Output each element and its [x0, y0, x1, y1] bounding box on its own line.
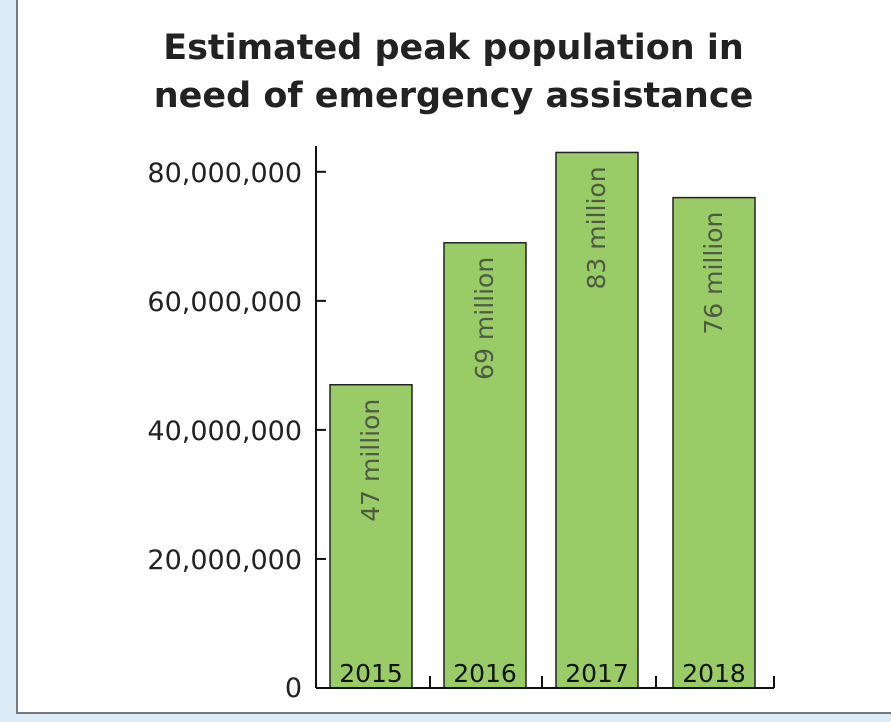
bar-data-label: 69 million	[470, 257, 499, 380]
y-tick-label: 40,000,000	[147, 416, 302, 447]
bar-2018	[672, 196, 756, 689]
bar-2016	[443, 242, 527, 689]
bar-data-label: 83 million	[582, 166, 611, 289]
y-tick-label: 20,000,000	[147, 545, 302, 576]
bar-data-label: 76 million	[699, 212, 728, 335]
y-tick-label: 80,000,000	[147, 158, 302, 189]
chart-title-line-1: Estimated peak population in	[163, 28, 744, 68]
y-tick-label: 0	[285, 673, 302, 704]
x-category-label: 2015	[339, 659, 403, 688]
bar-data-label: 47 million	[356, 399, 385, 522]
bar-2017	[555, 151, 639, 689]
chart-title: Estimated peak population in need of eme…	[16, 24, 891, 120]
x-category-label: 2018	[682, 659, 746, 688]
x-category-label: 2016	[453, 659, 517, 688]
chart-title-line-2: need of emergency assistance	[153, 76, 754, 116]
x-category-label: 2017	[565, 659, 629, 688]
y-tick-label: 60,000,000	[147, 287, 302, 318]
bar-2015	[329, 383, 413, 689]
